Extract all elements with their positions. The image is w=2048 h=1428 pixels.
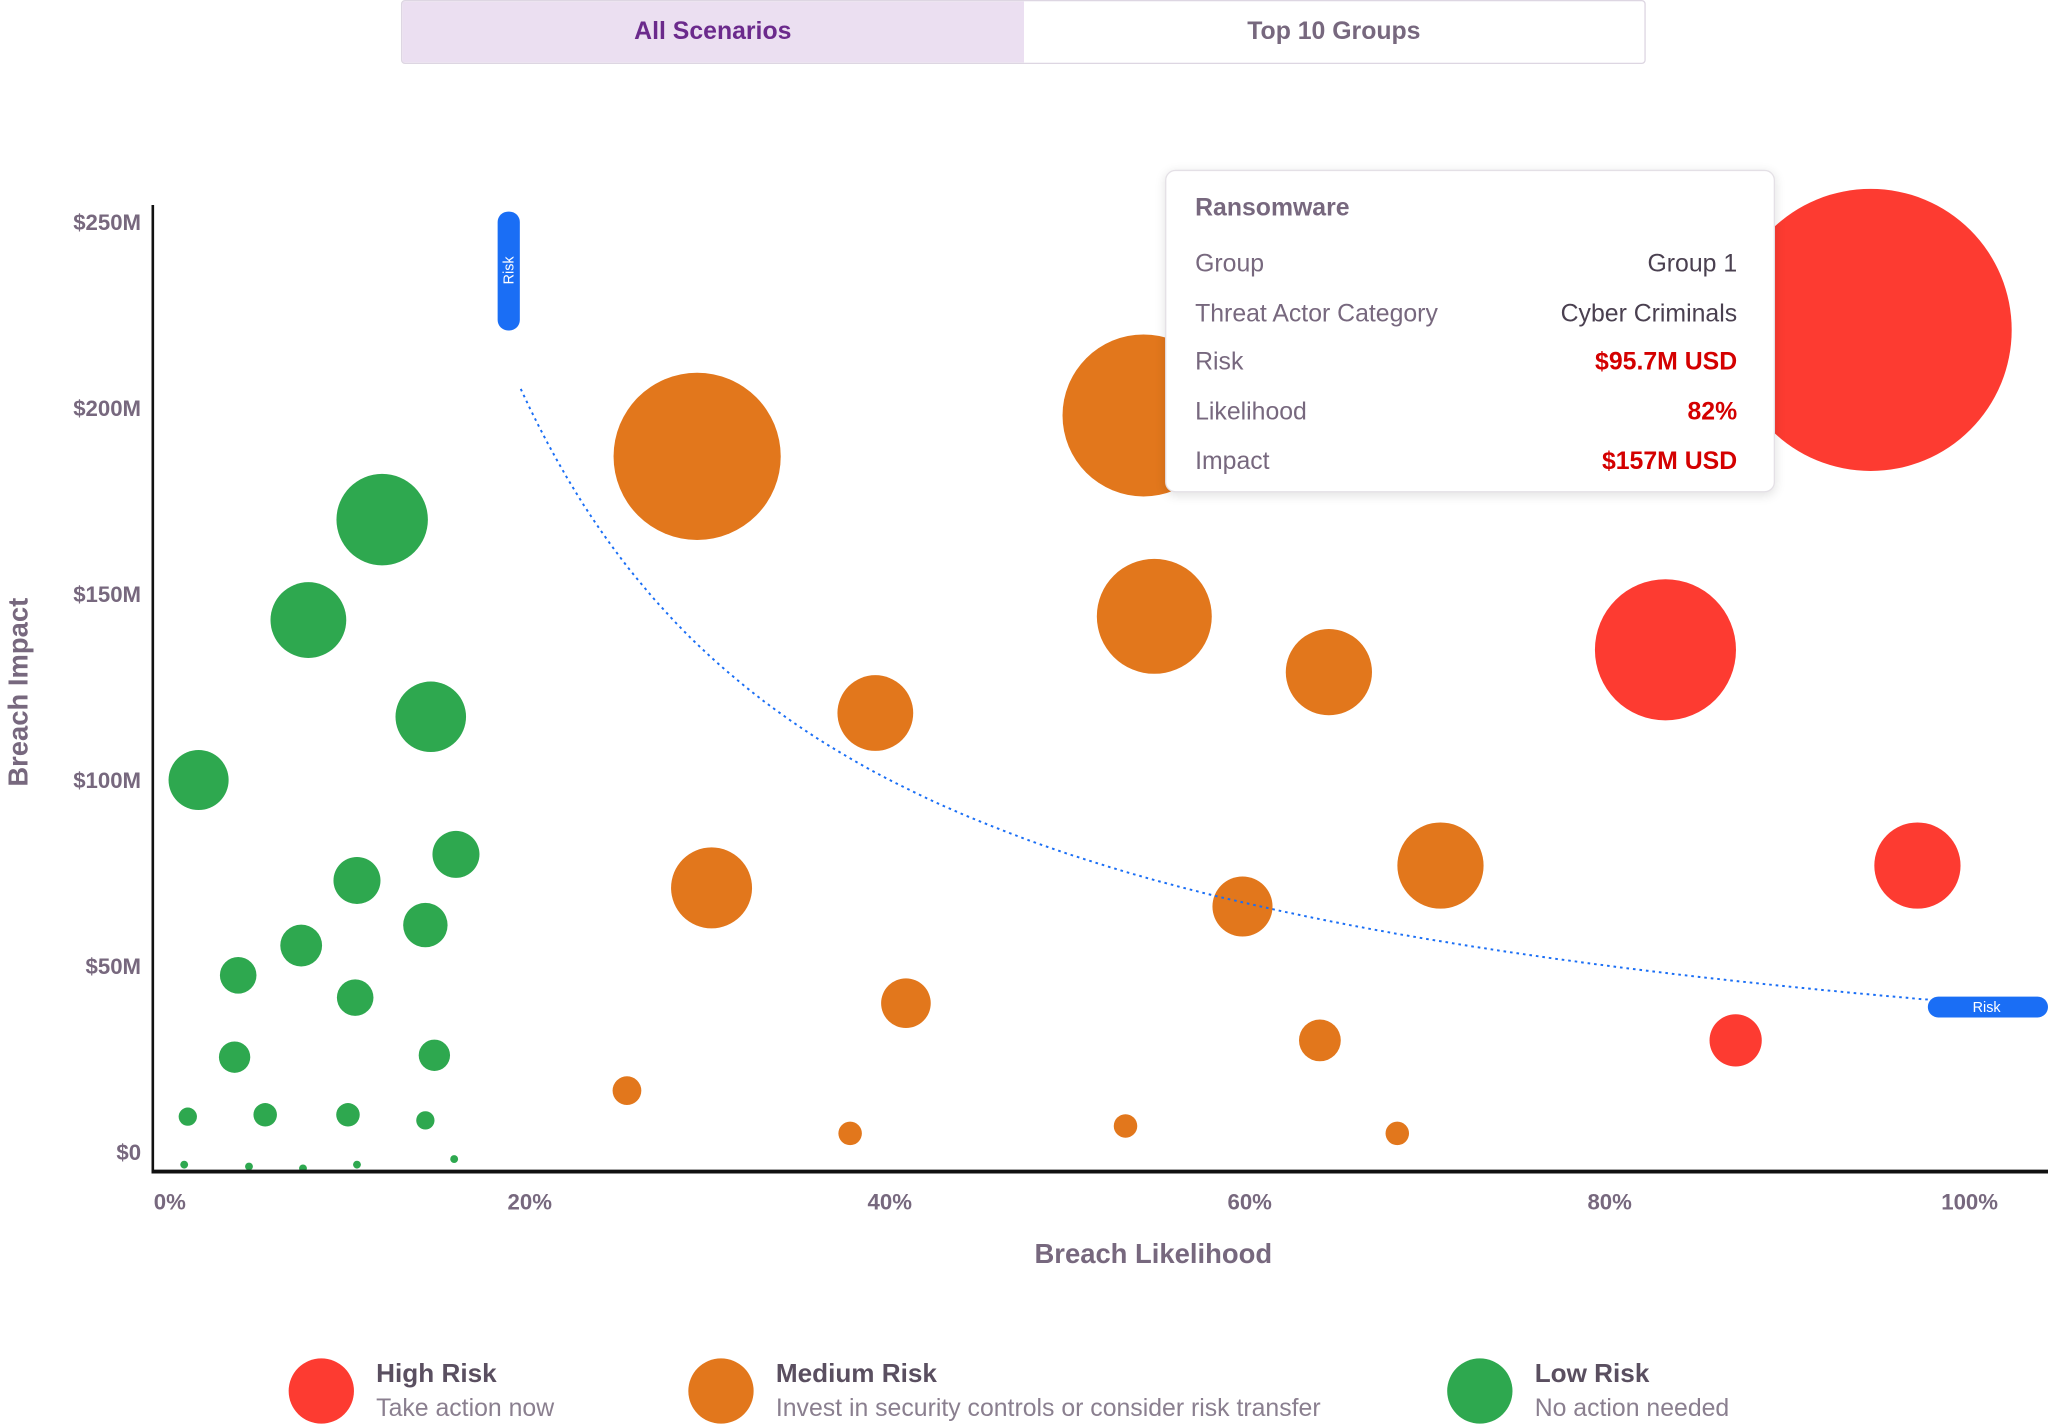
- bubble-low-risk[interactable]: [280, 924, 323, 967]
- bubble-high-risk[interactable]: [1709, 1014, 1762, 1067]
- bubble-low-risk[interactable]: [218, 1041, 251, 1073]
- bubble-low-risk[interactable]: [178, 1107, 197, 1126]
- x-tick-label: 80%: [1587, 1189, 1632, 1214]
- legend-subtitle: No action needed: [1534, 1394, 1730, 1422]
- y-axis-title: Breach Impact: [2, 598, 33, 787]
- legend-title: Low Risk: [1534, 1359, 1650, 1388]
- y-tick-label: $50M: [86, 954, 142, 979]
- bubble-low-risk[interactable]: [416, 1111, 435, 1130]
- x-axis-title: Breach Likelihood: [1035, 1238, 1273, 1269]
- bubble-medium-risk[interactable]: [1212, 876, 1273, 937]
- high-risk-dot: [288, 1358, 354, 1424]
- bubbles-layer: [168, 188, 2012, 1173]
- tooltip-row: Group Group 1: [1195, 240, 1737, 289]
- bubble-low-risk[interactable]: [353, 1160, 361, 1169]
- legend-medium-risk: Medium Risk Invest in security controls o…: [688, 1358, 1321, 1424]
- y-tick-label: $100M: [73, 768, 141, 793]
- risk-curve: [519, 388, 1928, 1001]
- x-tick-label: 20%: [508, 1189, 553, 1214]
- bubble-low-risk[interactable]: [245, 1162, 253, 1171]
- bubble-medium-risk[interactable]: [837, 675, 914, 751]
- bubble-low-risk[interactable]: [403, 902, 448, 948]
- tooltip-title: Ransomware: [1195, 194, 1350, 223]
- tooltip-row: Impact $157M USD: [1195, 437, 1737, 486]
- bubble-low-risk[interactable]: [395, 681, 467, 753]
- bubble-low-risk[interactable]: [450, 1155, 459, 1164]
- risk-label-vertical: Risk: [497, 211, 520, 331]
- low-risk-dot: [1447, 1358, 1513, 1424]
- bubble-low-risk[interactable]: [432, 830, 480, 878]
- tooltip-row: Risk $95.7M USD: [1195, 339, 1737, 388]
- legend-low-risk: Low Risk No action needed: [1447, 1358, 1730, 1424]
- bubble-medium-risk[interactable]: [838, 1121, 862, 1146]
- bubble-low-risk[interactable]: [333, 856, 381, 904]
- bubble-medium-risk[interactable]: [881, 978, 931, 1029]
- risk-label-vertical-text: Risk: [501, 256, 517, 285]
- bubble-medium-risk[interactable]: [1298, 1019, 1341, 1062]
- bubble-tooltip: Ransomware Group Group 1 Threat Actor Cate…: [1165, 169, 1776, 493]
- bubble-medium-risk[interactable]: [1385, 1121, 1410, 1146]
- bubble-medium-risk[interactable]: [1096, 558, 1212, 674]
- x-tick-label: 100%: [1941, 1189, 1998, 1214]
- x-tick-label: 0%: [154, 1189, 186, 1214]
- bubble-low-risk[interactable]: [168, 749, 229, 811]
- tab-top-10-groups[interactable]: Top 10 Groups: [1247, 17, 1421, 46]
- x-tick-label: 40%: [868, 1189, 913, 1214]
- bubble-medium-risk[interactable]: [671, 847, 753, 929]
- bubble-medium-risk[interactable]: [613, 372, 781, 540]
- tooltip-row-label: Group: [1195, 250, 1265, 278]
- bubble-low-risk[interactable]: [219, 957, 257, 994]
- bubble-high-risk[interactable]: [1874, 822, 1961, 909]
- tab-all-scenarios[interactable]: All Scenarios: [402, 1, 1024, 63]
- tooltip-row-label: Threat Actor Category: [1195, 299, 1438, 328]
- bubble-low-risk[interactable]: [180, 1160, 189, 1169]
- tooltip-row-value: $95.7M USD: [1595, 349, 1738, 377]
- tooltip-row-value: 82%: [1687, 398, 1738, 426]
- view-tabs: All Scenarios Top 10 Groups: [400, 0, 1646, 64]
- bubble-medium-risk[interactable]: [1397, 822, 1484, 909]
- bubble-low-risk[interactable]: [418, 1039, 451, 1071]
- bubble-medium-risk[interactable]: [612, 1076, 642, 1105]
- tooltip-row-value: Group 1: [1647, 250, 1738, 278]
- bubble-high-risk[interactable]: [1594, 579, 1736, 721]
- y-tick-label: $150M: [73, 582, 141, 607]
- tooltip-row-value: $157M USD: [1601, 447, 1738, 475]
- bubble-medium-risk[interactable]: [1285, 629, 1372, 716]
- y-tick-label: $0: [116, 1140, 141, 1165]
- tooltip-row-label: Impact: [1195, 447, 1270, 475]
- x-tick-label: 60%: [1227, 1189, 1272, 1214]
- bubble-medium-risk[interactable]: [1113, 1114, 1138, 1138]
- risk-label-horizontal-text: Risk: [1973, 1000, 2002, 1016]
- bubble-low-risk[interactable]: [336, 979, 374, 1016]
- bubble-low-risk[interactable]: [253, 1103, 277, 1127]
- bubble-low-risk[interactable]: [336, 473, 428, 566]
- medium-risk-dot: [688, 1358, 754, 1424]
- tooltip-row-label: Likelihood: [1195, 398, 1307, 426]
- bubble-high-risk[interactable]: [1729, 188, 2012, 471]
- y-tick-label: $250M: [73, 210, 141, 235]
- risk-label-horizontal: Risk: [1927, 996, 2048, 1018]
- tooltip-row-label: Risk: [1195, 349, 1244, 377]
- legend-high-risk: High Risk Take action now: [288, 1358, 555, 1424]
- bubble-low-risk[interactable]: [270, 582, 347, 658]
- legend-subtitle: Invest in security controls or consider …: [775, 1394, 1321, 1422]
- tooltip-row: Likelihood 82%: [1195, 388, 1737, 437]
- tooltip-row-value: Cyber Criminals: [1560, 299, 1738, 328]
- tooltip-row: Threat Actor Category Cyber Criminals: [1195, 290, 1737, 339]
- bubble-low-risk[interactable]: [336, 1103, 360, 1127]
- legend-title: Medium Risk: [775, 1359, 937, 1388]
- legend-subtitle: Take action now: [376, 1394, 555, 1422]
- y-tick-label: $200M: [73, 396, 141, 421]
- legend-title: High Risk: [376, 1359, 497, 1388]
